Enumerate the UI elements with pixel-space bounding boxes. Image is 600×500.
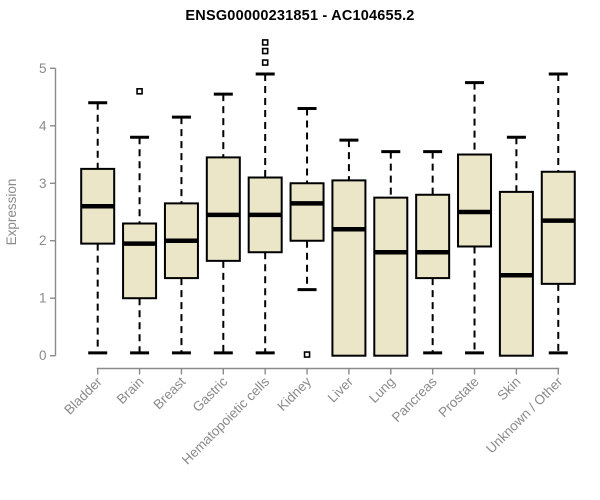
y-tick-label-4: 4 <box>39 118 47 133</box>
x-tick-label-breast: Breast <box>150 374 188 412</box>
box-brain <box>122 222 158 300</box>
box-pancreas <box>415 193 451 280</box>
y-tick-label-5: 5 <box>39 61 47 76</box>
box-prostate <box>457 153 493 248</box>
x-tick-label-gastric: Gastric <box>190 374 231 415</box>
outlier-hematopoietic-cells-0 <box>261 59 269 66</box>
x-tick-label-liver: Liver <box>325 374 357 406</box>
x-tick-label-unknown-other: Unknown / Other <box>483 374 566 457</box>
y-tick-label-3: 3 <box>39 176 47 191</box>
x-tick-label-pancreas: Pancreas <box>389 374 440 425</box>
box-lung <box>373 196 409 357</box>
outlier-kidney-0 <box>303 351 311 358</box>
outlier-brain-0 <box>136 87 143 95</box>
x-tick-label-prostate: Prostate <box>435 374 481 420</box>
box-liver <box>331 179 367 357</box>
y-tick-label-2: 2 <box>39 233 47 248</box>
chart-title: ENSG00000231851 - AC104655.2 <box>185 8 415 24</box>
box-gastric <box>205 156 241 262</box>
y-tick-label-0: 0 <box>39 348 47 363</box>
x-tick-label-bladder: Bladder <box>61 374 105 418</box>
outlier-hematopoietic-cells-2 <box>261 39 269 46</box>
box-unknown-other <box>540 170 576 285</box>
box-kidney <box>289 182 325 242</box>
outlier-hematopoietic-cells-1 <box>261 47 269 55</box>
x-tick-label-lung: Lung <box>366 374 398 406</box>
x-tick-label-skin: Skin <box>494 374 523 403</box>
y-tick-label-1: 1 <box>39 291 47 306</box>
x-tick-label-brain: Brain <box>114 374 147 407</box>
x-tick-label-kidney: Kidney <box>274 374 314 414</box>
